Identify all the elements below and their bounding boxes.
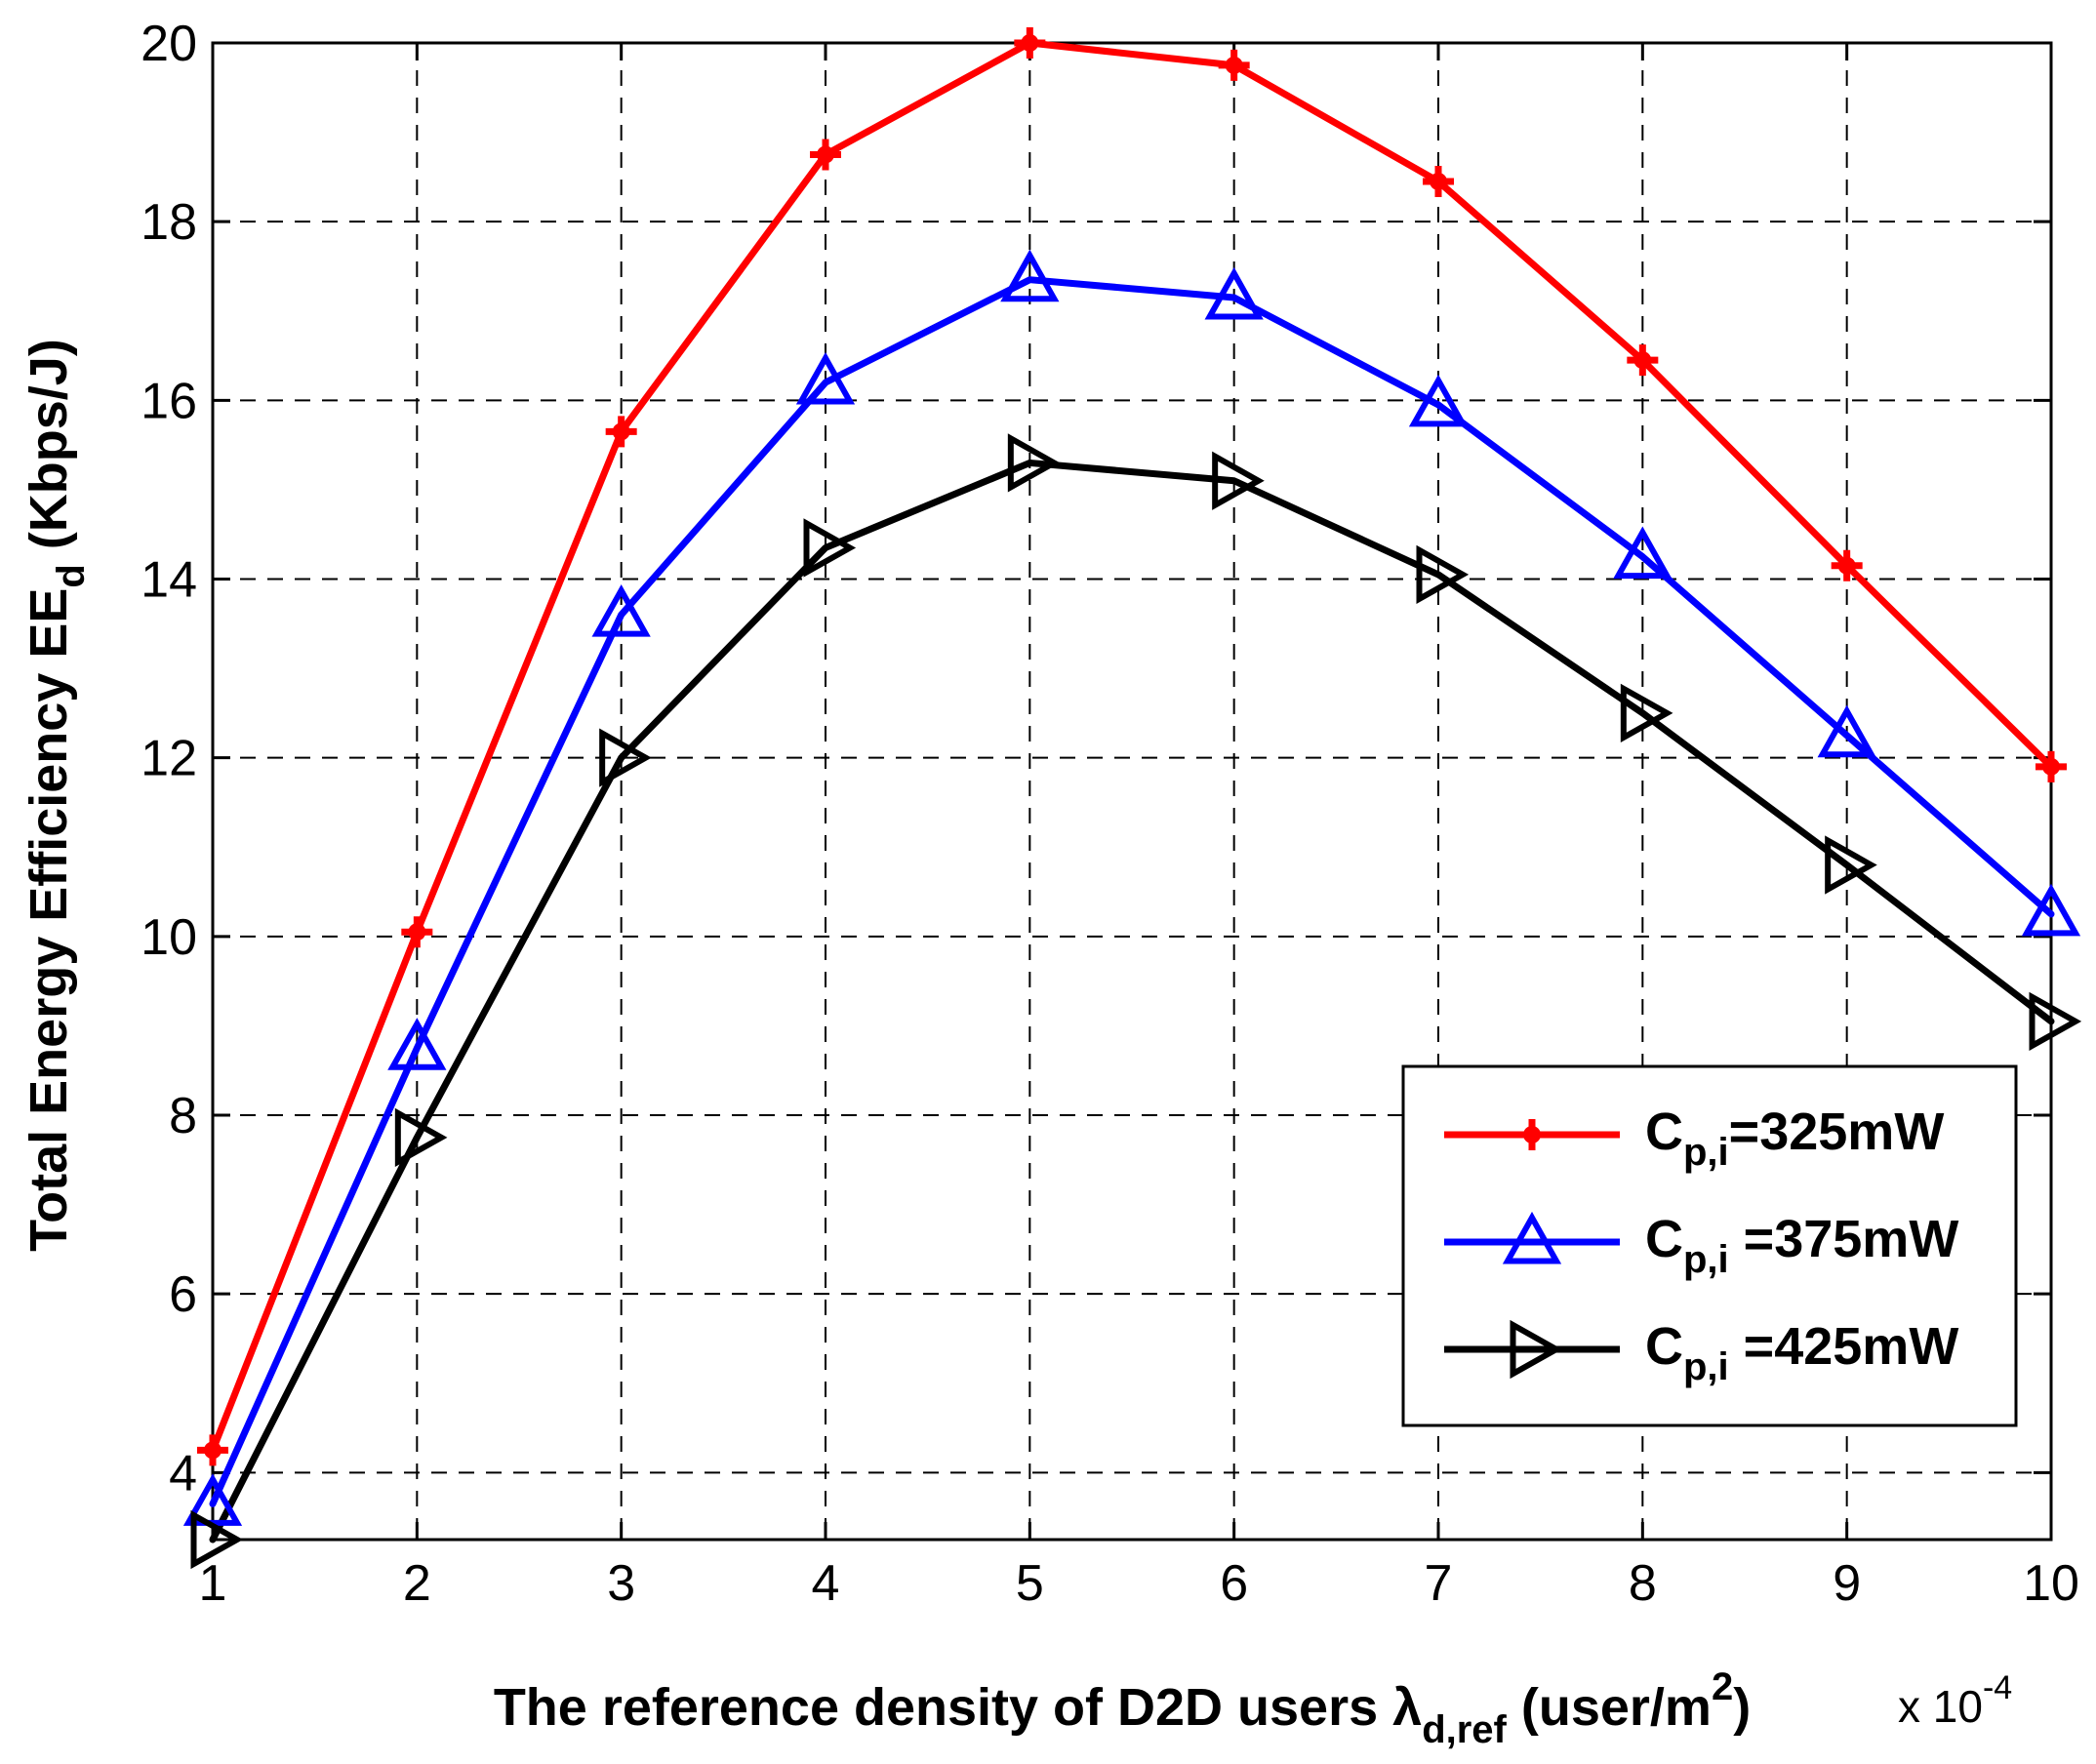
plot-area-frame — [211, 41, 2053, 1542]
legend-label-series-3: Cp,i =425mW — [1645, 1317, 1958, 1388]
series-3-point — [599, 728, 652, 787]
y-tick-label: 4 — [169, 1445, 197, 1502]
series-2-point — [1000, 249, 1060, 302]
series-3-point — [2029, 991, 2082, 1051]
x-tick-label: 4 — [812, 1555, 840, 1612]
series-1-point-dot — [1837, 556, 1856, 575]
x-tick-label: 10 — [2023, 1555, 2079, 1612]
series-2-point — [1613, 526, 1673, 580]
x-tick-label: 5 — [1016, 1555, 1044, 1612]
x-tick-label: 9 — [1833, 1555, 1861, 1612]
series-3-point — [1825, 835, 1877, 895]
series-3-point — [803, 518, 857, 578]
series-3-point — [1212, 451, 1265, 510]
series-1-point-dot — [1021, 34, 1039, 52]
series-2-point — [1204, 266, 1264, 320]
series-2-point — [591, 584, 651, 637]
series-2-point — [387, 1018, 447, 1070]
legend-label-series-1: Cp,i=325mW — [1645, 1102, 1944, 1174]
series-3-line — [209, 459, 2055, 1544]
series-1-point-dot — [408, 923, 426, 942]
x-tick-label: 1 — [199, 1555, 227, 1612]
legend-marker-series-2 — [1502, 1211, 1562, 1264]
series-markers — [182, 27, 2082, 1570]
series-3-point — [1007, 433, 1061, 493]
series-1-point-dot — [1430, 172, 1447, 190]
series-3-point — [394, 1107, 448, 1168]
legend-marker-series-1-dot — [1523, 1126, 1541, 1143]
legend-label-series-2: Cp,i =375mW — [1645, 1210, 1958, 1281]
x-tick-label: 7 — [1425, 1555, 1453, 1612]
series-1-point-dot — [2042, 757, 2060, 776]
x-tick-label: 2 — [403, 1555, 431, 1612]
x-tick-label: 3 — [607, 1555, 635, 1612]
series-3-point — [190, 1509, 244, 1570]
series-lines — [209, 39, 2055, 1544]
y-tick-label: 16 — [141, 373, 197, 429]
y-tick-label: 18 — [141, 194, 197, 251]
legend-marker-series-3 — [1510, 1319, 1563, 1380]
series-1-line — [209, 39, 2055, 1454]
legend-box — [1401, 1064, 2018, 1427]
x-tick-label: 8 — [1629, 1555, 1657, 1612]
series-2-point — [1817, 704, 1876, 758]
series-2-point — [1408, 374, 1469, 427]
x-axis-title: The reference density of D2D users λd,re… — [494, 1665, 1751, 1751]
legend: Cp,i=325mW Cp,i =375mW Cp,i =425mW — [1401, 1064, 2018, 1427]
y-tick-label: 20 — [141, 16, 197, 72]
y-tick-label: 12 — [141, 731, 197, 787]
y-tick-label: 6 — [169, 1266, 197, 1323]
series-2-point — [2021, 883, 2081, 937]
series-2-line — [209, 276, 2055, 1507]
x-axis-multiplier: x 10-4 — [1898, 1669, 2012, 1732]
series-3-point — [1416, 544, 1470, 605]
series-1-point-dot — [817, 145, 834, 164]
y-tick-label: 8 — [169, 1088, 197, 1144]
series-3-point — [1620, 683, 1673, 742]
x-tick-label: 6 — [1220, 1555, 1248, 1612]
y-tick-label: 10 — [141, 909, 197, 966]
series-1-point-dot — [204, 1441, 222, 1460]
y-axis-title: Total Energy Efficiency EEd (Kbps/J) — [20, 339, 93, 1252]
series-2-point — [795, 351, 856, 405]
series-1-point-dot — [1633, 351, 1652, 370]
series-1-point-dot — [1225, 56, 1243, 74]
series-1-point-dot — [612, 422, 630, 441]
y-tick-label: 14 — [141, 551, 197, 608]
